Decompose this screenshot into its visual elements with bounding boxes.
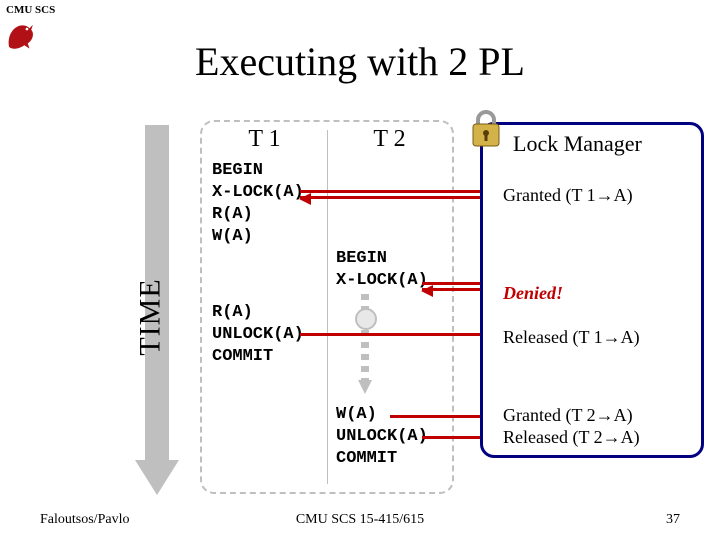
t1-ops-block1: BEGIN X-LOCK(A) R(A) W(A): [212, 160, 304, 248]
lock-icon: [469, 109, 503, 149]
schedule-box: T 1 T 2 BEGIN X-LOCK(A) R(A) W(A) BEGIN …: [200, 120, 454, 494]
org-label: CMU SCS: [0, 0, 94, 20]
lm-granted-t1: Granted (T 1→A): [503, 185, 633, 206]
footer-course: CMU SCS 15-415/615: [0, 512, 720, 528]
t1-header: T 1: [202, 126, 327, 153]
lm-granted-t2: Granted (T 2→A): [503, 405, 633, 426]
lm-released-t1: Released (T 1→A): [503, 327, 640, 348]
wait-dot: [355, 308, 377, 330]
time-axis-label: TIME: [134, 278, 168, 355]
lock-manager-title: Lock Manager: [513, 131, 693, 157]
arrow-grant-t1: [300, 196, 495, 199]
lm-denied: Denied!: [503, 283, 563, 304]
t2-ops-block1: BEGIN X-LOCK(A): [336, 248, 428, 292]
lock-manager-panel: Lock Manager Granted (T 1→A) Denied! Rel…: [480, 122, 704, 458]
lm-released-t2: Released (T 2→A): [503, 427, 640, 448]
page-title: Executing with 2 PL: [0, 38, 720, 85]
column-divider: [327, 130, 328, 484]
arrow-xlock-t1: [300, 190, 495, 193]
arrow-unlock-t1: [300, 333, 495, 336]
footer-page-number: 37: [666, 512, 680, 528]
t2-ops-block2: W(A) UNLOCK(A) COMMIT: [336, 404, 428, 470]
t2-header: T 2: [327, 126, 452, 153]
t1-ops-block2: R(A) UNLOCK(A) COMMIT: [212, 302, 304, 368]
